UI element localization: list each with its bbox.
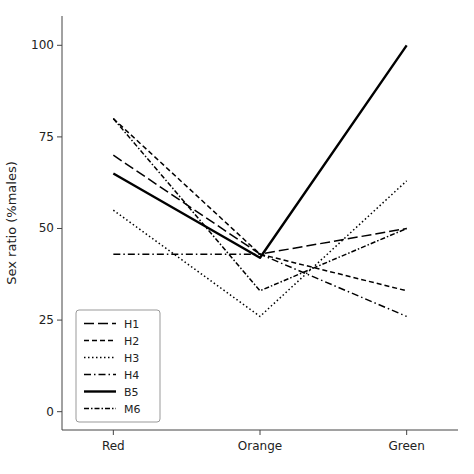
y-tick — [57, 320, 62, 321]
y-tick-label: 0 — [46, 405, 54, 419]
legend-label: B5 — [124, 386, 139, 399]
y-tick — [57, 228, 62, 229]
legend-swatch — [84, 323, 116, 325]
y-tick — [57, 136, 62, 137]
chart: 0 25 50 75 100 Red Orange Green Sex ratio (%male… — [0, 0, 474, 474]
legend-swatch — [84, 357, 116, 359]
legend-label: H1 — [124, 318, 139, 331]
x-tick-label: Green — [388, 439, 424, 453]
legend-label: H4 — [124, 369, 139, 382]
y-axis-line — [62, 16, 63, 430]
legend-label: H2 — [124, 335, 139, 348]
chart-container: 0 25 50 75 100 Red Orange Green Sex ratio (%male… — [0, 0, 474, 474]
x-tick — [113, 430, 114, 435]
plot-area — [113, 45, 406, 316]
y-tick — [57, 411, 62, 412]
legend-box — [76, 310, 160, 422]
legend-swatch — [84, 408, 116, 410]
legend: H1 H2 H3 H4 B5 M6 — [76, 310, 160, 422]
y-axis-label: Sex ratio (%males) — [4, 161, 19, 284]
y-tick-label: 100 — [31, 38, 54, 52]
legend-label: H3 — [124, 352, 139, 365]
y-tick-label: 50 — [39, 221, 54, 235]
x-tick — [406, 430, 407, 435]
x-tick-label: Orange — [238, 439, 282, 453]
x-tick-label: Red — [102, 439, 125, 453]
legend-swatch — [84, 390, 116, 392]
y-tick-label: 75 — [39, 130, 54, 144]
series-line — [113, 119, 406, 291]
series-line — [113, 45, 406, 257]
y-tick-label: 25 — [39, 313, 54, 327]
legend-swatch — [84, 340, 116, 342]
series-line — [113, 254, 406, 316]
series-line — [113, 119, 406, 291]
series-line — [113, 181, 406, 317]
legend-label: M6 — [124, 403, 141, 416]
y-tick — [57, 45, 62, 46]
legend-swatch — [84, 374, 116, 376]
x-tick — [260, 430, 261, 435]
